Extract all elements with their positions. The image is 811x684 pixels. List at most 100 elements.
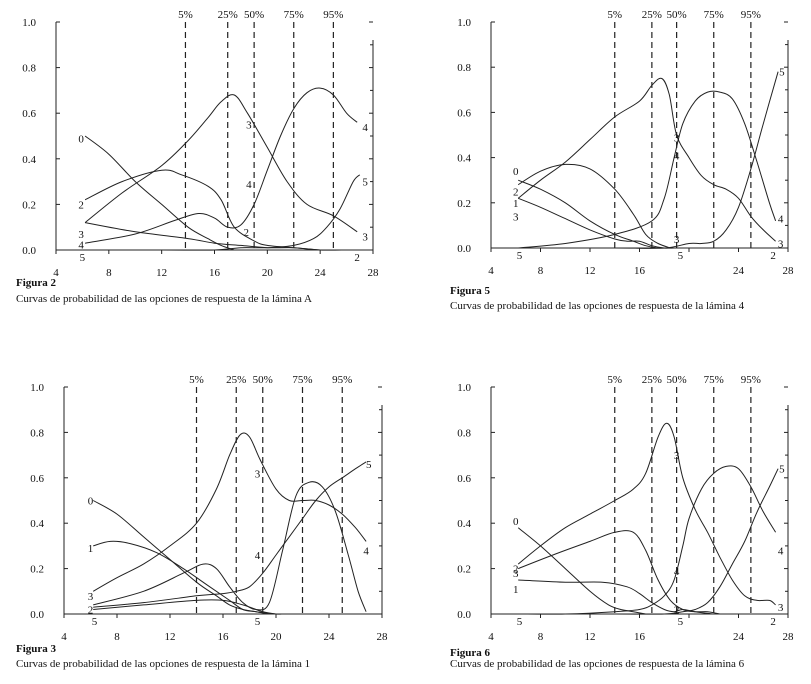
curve-option-2 (517, 163, 671, 249)
y-tick-label: 1.0 (457, 382, 471, 394)
x-tick-label: 20 (271, 631, 283, 643)
curve-label: 5 (92, 616, 98, 628)
y-tick-label: 0.8 (457, 427, 471, 439)
curve-label: 1 (88, 543, 94, 555)
x-tick-label: 16 (634, 631, 646, 643)
curve-label: 5 (779, 67, 785, 79)
percentile-label: 25% (226, 374, 246, 386)
curve-label: 5 (255, 616, 261, 628)
y-tick-label: 0.8 (22, 63, 36, 75)
curve-option-1 (518, 579, 714, 615)
y-tick-label: 0.4 (22, 154, 36, 166)
curve-label: 4 (362, 122, 368, 134)
curve-option-2 (518, 530, 720, 615)
percentile-label: 5% (178, 9, 193, 21)
y-tick-label: 0.6 (30, 473, 44, 485)
y-tick-label: 0.4 (30, 518, 44, 530)
curve-label: 0 (78, 133, 84, 145)
curve-label: 4 (78, 239, 84, 251)
curve-label: 4 (674, 150, 680, 162)
curve-option-4 (85, 87, 358, 244)
y-tick-label: 1.0 (457, 17, 471, 29)
curve-label: 3 (362, 231, 368, 243)
x-tick-label: 12 (585, 631, 596, 643)
curve-label: 0 (513, 516, 519, 528)
figure-label: Figura 6 (450, 647, 491, 659)
chart-panel-3: 0.00.20.40.60.81.04 8 12 16 20 24 285% 25% 50% 75… (16, 374, 388, 670)
x-tick-label: 4 (53, 267, 59, 279)
curve-label: 2 (674, 604, 680, 616)
curve-option-1 (93, 540, 270, 615)
percentile-label: 75% (292, 374, 312, 386)
percentile-label: 50% (667, 374, 687, 386)
curve-option-4 (93, 481, 367, 612)
x-tick-label: 20 (262, 267, 274, 279)
y-tick-label: 0.6 (22, 108, 36, 120)
curve-option-5 (85, 174, 361, 251)
figure-caption: Curvas de probabilidad de las opciones d… (16, 658, 310, 670)
curve-label: 5 (678, 616, 684, 628)
curve-option-3 (92, 432, 367, 592)
x-tick-label: 16 (218, 631, 230, 643)
y-tick-label: 0.2 (457, 198, 471, 210)
curve-option-2 (93, 461, 367, 608)
figure-caption: Curvas de probabilidad de las opciones d… (16, 293, 312, 305)
percentile-label: 50% (244, 9, 264, 21)
x-tick-label: 8 (106, 267, 112, 279)
x-tick-label: 24 (733, 631, 745, 643)
curve-option-0 (518, 179, 671, 249)
curve-option-5 (93, 599, 283, 615)
percentile-label: 95% (323, 9, 343, 21)
curve-label: 3 (674, 450, 680, 462)
curve-label: 5 (517, 616, 523, 628)
curve-label: 3 (674, 234, 680, 246)
percentile-label: 95% (332, 374, 352, 386)
curve-label: 4 (255, 550, 261, 562)
figure-caption: Curvas de probabilidad de las opciones d… (450, 300, 745, 312)
percentile-label: 25% (642, 9, 662, 21)
x-tick-label: 24 (324, 631, 336, 643)
figure-caption: Curvas de probabilidad de las opciones d… (450, 658, 745, 670)
percentile-label: 95% (741, 374, 761, 386)
figure-label: Figura 5 (450, 285, 491, 297)
curve-option-5 (518, 468, 779, 615)
y-tick-label: 1.0 (30, 382, 44, 394)
curve-label: 4 (363, 545, 369, 557)
x-tick-label: 8 (538, 265, 544, 277)
curve-label: 3 (88, 591, 94, 603)
curve-label: 5 (779, 464, 785, 476)
curve-option-4 (518, 90, 777, 249)
y-tick-label: 0.2 (30, 564, 44, 576)
curve-option-0 (517, 527, 646, 615)
x-tick-label: 24 (315, 267, 327, 279)
chart-panel-4: 0.00.20.40.60.81.04 8 12 16 24 285% 25% 50% 75% 9… (450, 374, 794, 670)
y-tick-label: 0.4 (457, 153, 471, 165)
x-tick-label: 16 (209, 267, 221, 279)
x-tick-label: 4 (488, 631, 494, 643)
y-tick-label: 0.8 (30, 427, 44, 439)
curve-label: 1 (513, 198, 519, 210)
curve-label: 3 (513, 211, 519, 223)
y-tick-label: 0.0 (457, 609, 471, 621)
curve-label: 3 (674, 132, 680, 144)
x-tick-label: 28 (783, 631, 795, 643)
x-tick-label: 12 (156, 267, 167, 279)
curve-label: 2 (354, 252, 360, 264)
curve-label: 5 (80, 252, 86, 264)
x-tick-label: 16 (634, 265, 646, 277)
percentile-label: 75% (704, 374, 724, 386)
y-tick-label: 0.0 (457, 243, 471, 255)
chart-panel-2: 0.00.20.40.60.81.04 8 12 16 24 285% 25% 50% 75% 9… (450, 9, 794, 312)
curve-label: 3 (778, 238, 784, 250)
curve-label: 3 (778, 602, 784, 614)
x-tick-label: 28 (377, 631, 389, 643)
curve-label: 4 (674, 566, 680, 578)
curve-label: 5 (366, 459, 372, 471)
curve-label: 2 (770, 250, 776, 262)
curve-option-3 (84, 94, 358, 233)
curve-label: 5 (678, 250, 684, 262)
curve-label: 2 (243, 227, 249, 239)
y-tick-label: 0.6 (457, 473, 471, 485)
chart-panel-1: 0.00.20.40.60.81.04 8 12 16 20 24 285% 25% 50% 75… (16, 9, 379, 305)
